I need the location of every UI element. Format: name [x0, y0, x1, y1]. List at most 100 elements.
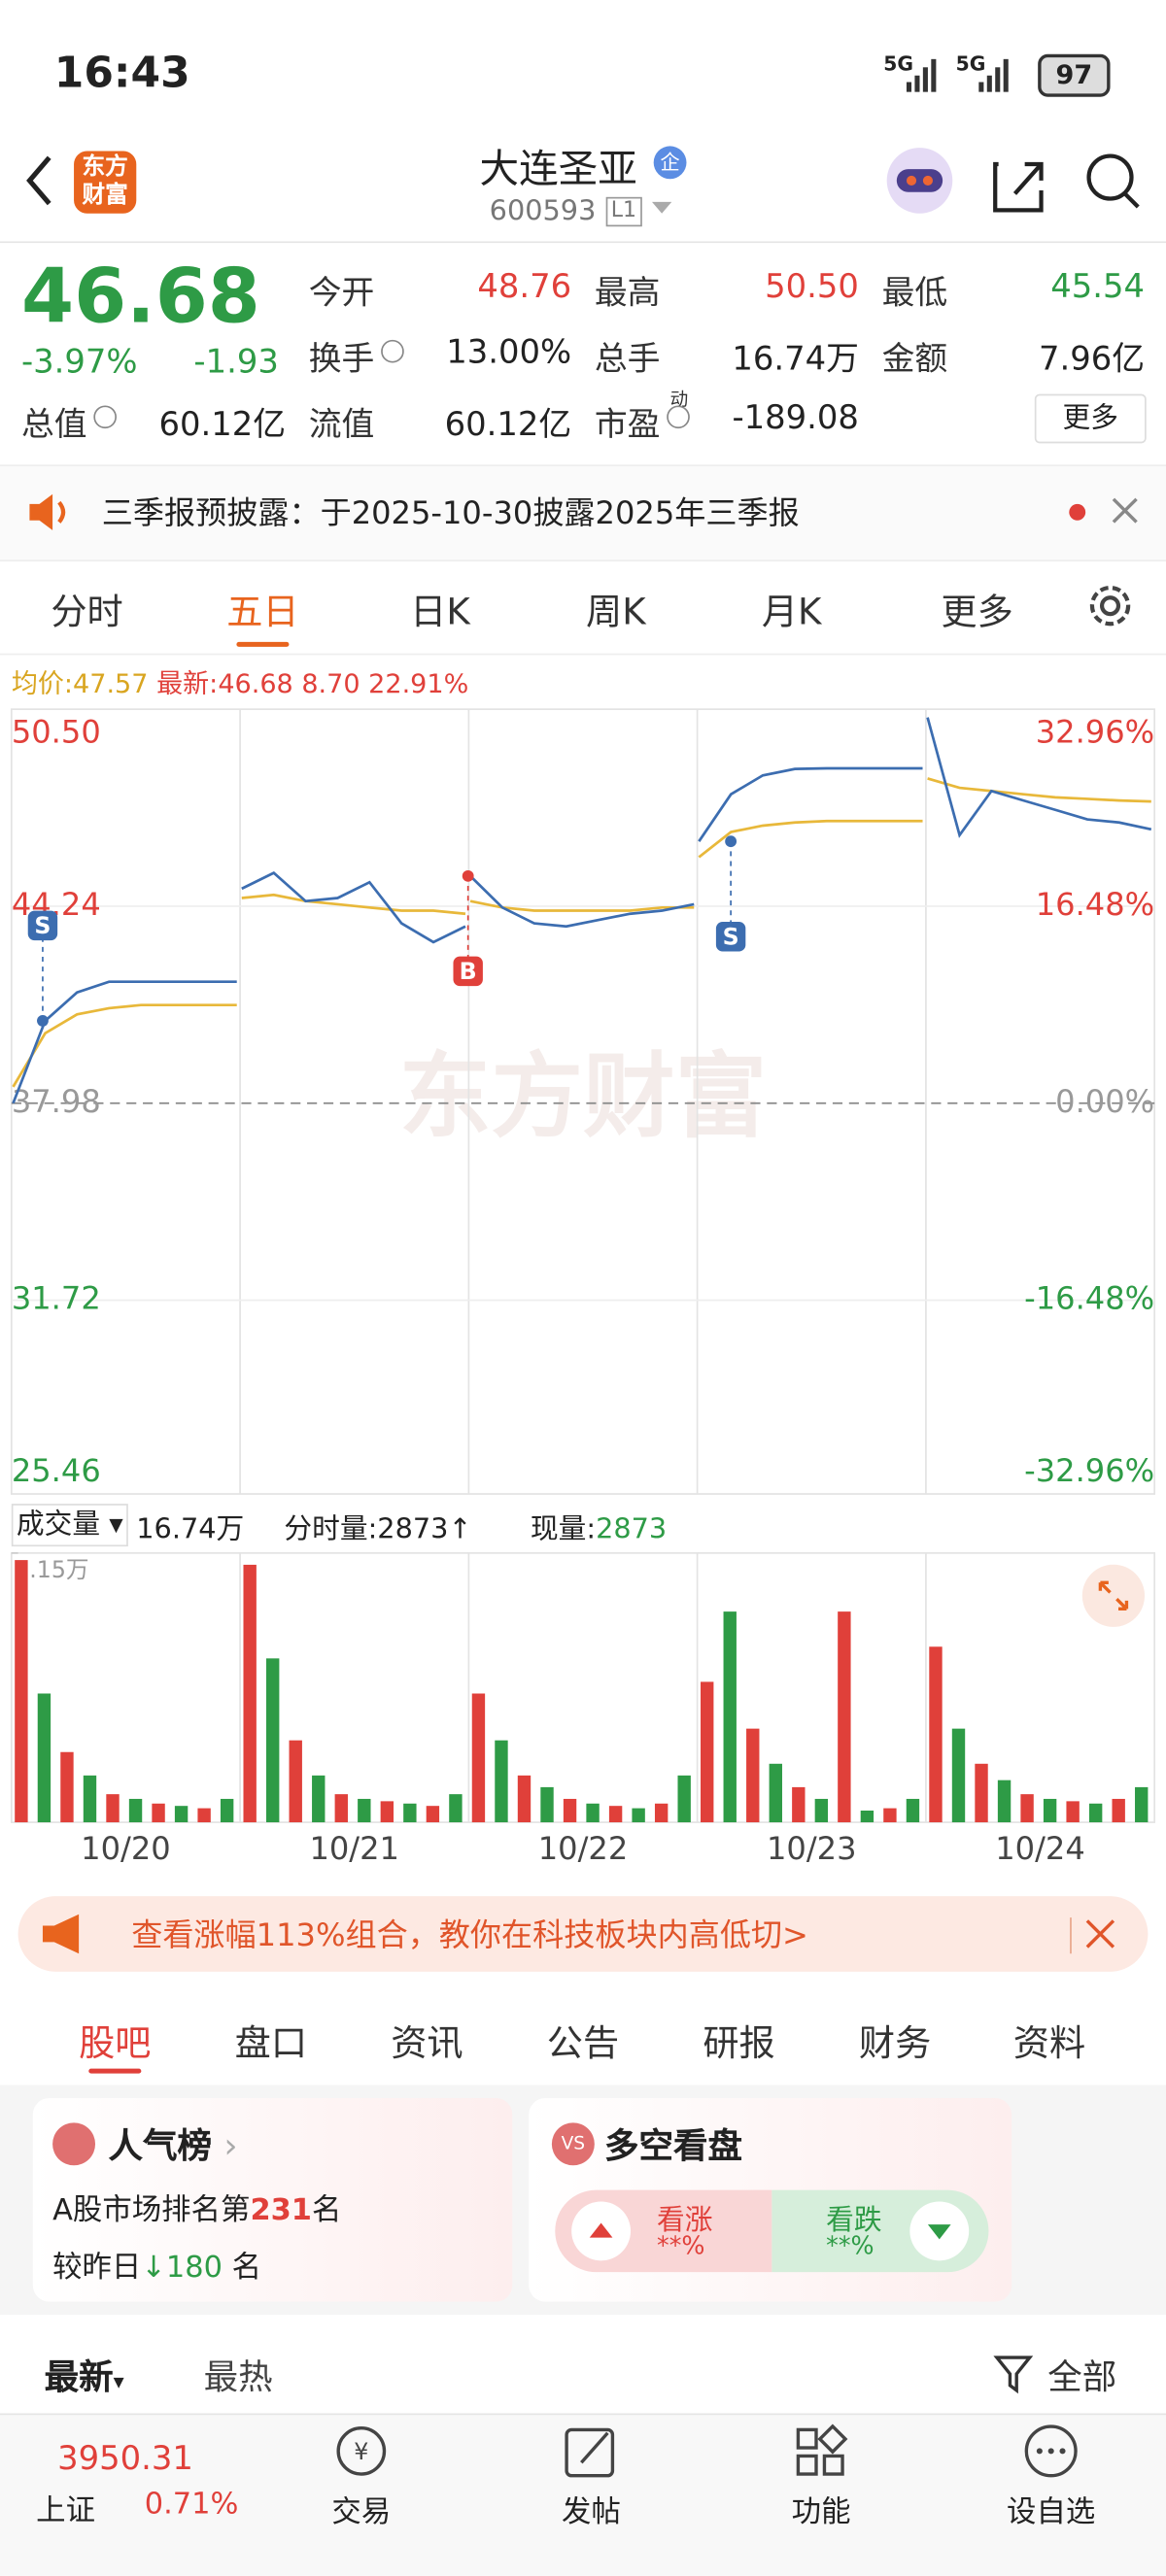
volume-bar [358, 1798, 371, 1823]
volume-bar [289, 1740, 302, 1823]
bull-pct: **% [657, 2230, 705, 2261]
volume-bar [152, 1803, 165, 1823]
trade-label: S [723, 923, 739, 950]
volume-bar [677, 1775, 691, 1823]
sub-tab[interactable]: 资料 [1012, 2023, 1086, 2066]
tab[interactable]: 五日 [226, 593, 299, 634]
volume-bar [449, 1794, 463, 1823]
avg-line [12, 777, 1151, 1088]
field-value: 45.54 [1050, 265, 1146, 306]
tab[interactable]: 分时 [51, 593, 123, 634]
battery: 97 [1038, 53, 1111, 97]
volume-bar [906, 1798, 920, 1823]
bottom-bar [0, 2413, 1166, 2576]
volume-bar [838, 1611, 851, 1823]
sub-tab[interactable]: 股吧 [79, 2023, 152, 2066]
field-value: 13.00% [446, 331, 572, 371]
nav-item[interactable]: 交易 [331, 2495, 392, 2530]
sort-latest[interactable]: 最新▾ [44, 2357, 124, 2397]
filter[interactable]: 全部 [1047, 2357, 1117, 2397]
volume-total: 16.74万 [136, 1513, 245, 1547]
field-value: 7.96亿 [1038, 338, 1146, 378]
chart-border [10, 708, 1156, 1495]
tick-volume: 分时量:2873↑ [284, 1506, 471, 1546]
current-volume-label: 现量: [530, 1513, 597, 1547]
back-button[interactable] [17, 151, 66, 210]
change: -1.93 [193, 341, 279, 382]
info-icon [93, 405, 117, 429]
field-value: 60.12亿 [158, 403, 287, 444]
popularity-title: 人气榜 › [108, 2125, 238, 2166]
y-tick-label: 50.50 [12, 713, 101, 750]
change-pct: 22.91% [368, 667, 469, 699]
ad-banner[interactable] [17, 1896, 1149, 1972]
y-tick-label: 31.72 [12, 1280, 101, 1317]
sub-tab[interactable]: 资讯 [391, 2023, 463, 2066]
nav-item[interactable]: 功能 [791, 2495, 851, 2530]
volume-bar [426, 1806, 440, 1823]
popularity-title-text: 人气榜 [108, 2125, 213, 2166]
expand-icon[interactable] [1080, 1563, 1147, 1629]
volume-bar [975, 1763, 988, 1823]
volume-bar [83, 1775, 97, 1823]
trade-label: B [460, 958, 477, 985]
chart-info: 均价:47.57 最新:46.68 8.70 22.91% [12, 661, 468, 701]
tab[interactable]: 日K [410, 593, 470, 634]
tab[interactable]: 更多 [941, 593, 1013, 634]
sub-tab[interactable]: 盘口 [234, 2023, 308, 2066]
price: 46.68 [20, 251, 260, 340]
rank-change-suffix: 名 [231, 2251, 262, 2286]
avg-label: 均价: [11, 667, 74, 699]
date-label: 10/22 [538, 1830, 629, 1867]
volume-bar [608, 1806, 623, 1823]
y-tick-label: 25.46 [12, 1452, 101, 1489]
volume-bar [1043, 1798, 1057, 1823]
volume-bar [951, 1728, 966, 1823]
divider [0, 653, 1166, 656]
trade-dot [462, 869, 474, 882]
notice-bar [0, 464, 1166, 562]
settings-icon[interactable] [1083, 578, 1139, 633]
field-label: 总手 [594, 338, 661, 378]
volume-bar [403, 1803, 417, 1823]
volume-bar [1112, 1798, 1125, 1823]
latest-label: 最新: [156, 667, 219, 699]
y2-tick-label: 32.96% [1036, 713, 1154, 750]
notice-close[interactable] [1064, 492, 1147, 532]
volume-bar [814, 1798, 829, 1823]
y2-tick-label: -32.96% [1024, 1452, 1154, 1489]
avg-value: 47.57 [73, 667, 149, 699]
trade-dot [37, 1014, 49, 1027]
volume-bar [1020, 1794, 1034, 1823]
sub-tab[interactable]: 公告 [546, 2023, 620, 2066]
nav-item[interactable]: 设自选 [1007, 2495, 1096, 2530]
volume-bar [1088, 1803, 1103, 1823]
more-button[interactable]: 更多 [1034, 393, 1147, 444]
sub-tab[interactable]: 研报 [703, 2023, 775, 2066]
sort-hot[interactable]: 最热 [203, 2357, 273, 2397]
notice-text[interactable]: 三季报预披露：于2025-10-30披露2025年三季报 [101, 495, 800, 532]
popularity-card[interactable] [32, 2097, 513, 2302]
tab[interactable]: 月K [761, 593, 822, 634]
volume-selector[interactable]: 成交量 ▾ [11, 1504, 128, 1547]
field-label: 流值 [308, 403, 375, 444]
filter-icon [993, 2356, 1034, 2394]
volume-bar [128, 1798, 143, 1823]
volume-bar [792, 1786, 806, 1823]
ad-close[interactable] [1064, 1915, 1130, 1957]
tab[interactable]: 周K [586, 593, 646, 634]
rank-prefix: A股市场排名第 [52, 2193, 251, 2228]
header-icons[interactable] [883, 145, 1146, 220]
field-value: 50.50 [765, 265, 859, 306]
stock-code: 600593 [489, 195, 597, 228]
nav-item[interactable]: 发帖 [562, 2495, 621, 2530]
speaker-icon [29, 493, 66, 530]
volume-bar [540, 1786, 554, 1823]
trade-badge [715, 922, 746, 952]
sub-tab[interactable]: 财务 [858, 2023, 932, 2066]
index-name: 上证 [36, 2493, 96, 2528]
volume-bar [495, 1740, 508, 1823]
ad-text[interactable]: 查看涨幅113%组合，教你在科技板块内高低切> [131, 1917, 808, 1954]
volume-bar [586, 1803, 600, 1823]
